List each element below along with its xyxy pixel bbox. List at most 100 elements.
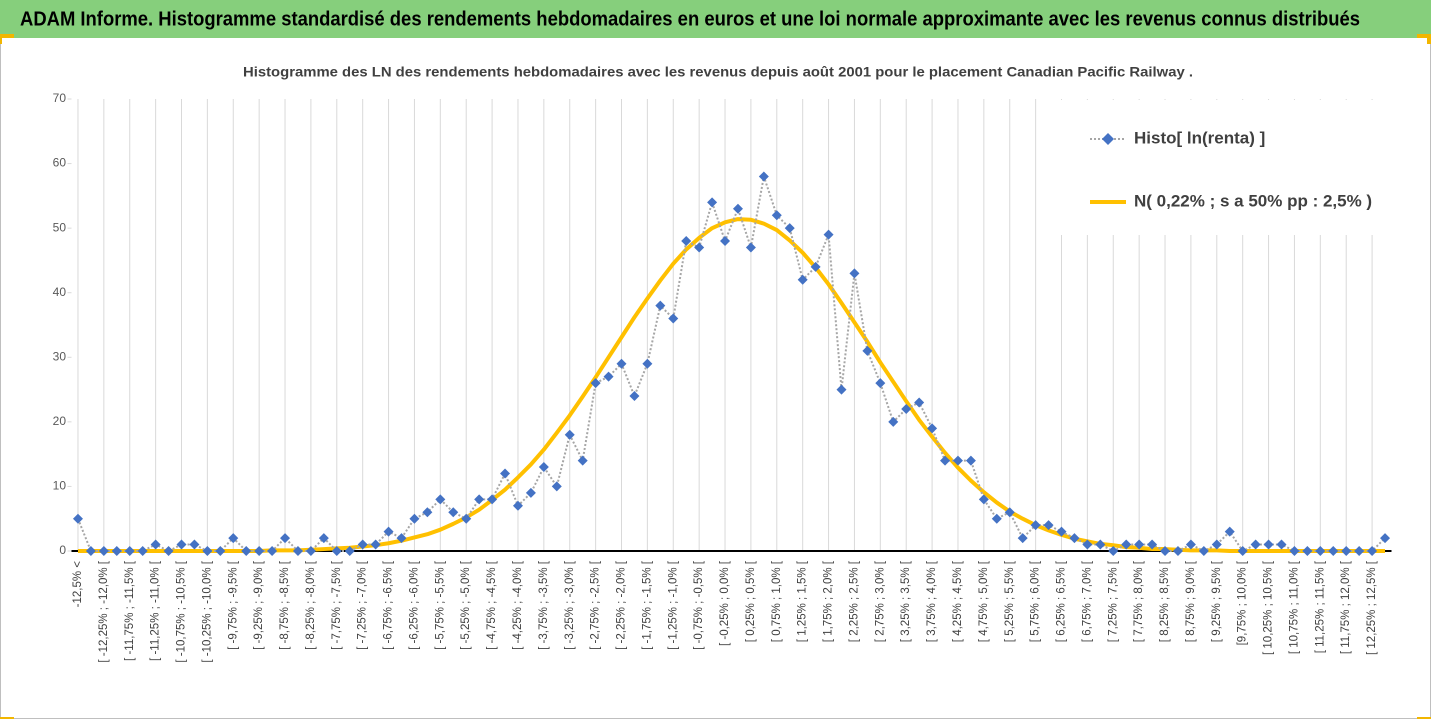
x-tick-label: [ 5,25% ; 5,5% [ — [1004, 560, 1016, 642]
x-tick-label: [ 2,25% ; 2,5% [ — [848, 560, 860, 642]
data-point — [267, 546, 278, 556]
x-tick-label: [ 8,25% ; 8,5% [ — [1159, 560, 1171, 642]
data-point — [1082, 539, 1093, 550]
x-tick-label: [ 4,75% ; 5,0% [ — [978, 560, 990, 642]
x-tick-label: [ 10,75% ; 11,0% [ — [1288, 560, 1300, 654]
x-tick-label: [ -1,25% ; -1,0% [ — [667, 560, 679, 650]
data-point — [1315, 546, 1326, 556]
x-tick-label: [ 7,75% ; 8,0% [ — [1133, 560, 1145, 642]
data-point — [758, 171, 769, 182]
data-point — [1263, 539, 1274, 550]
corner — [1417, 34, 1431, 44]
data-point — [1302, 546, 1313, 556]
data-point — [318, 533, 329, 544]
data-point — [616, 358, 627, 369]
x-tick-label: [ 4,25% ; 4,5% [ — [952, 560, 964, 642]
data-point — [137, 546, 148, 556]
data-point — [1367, 546, 1378, 556]
data-point — [1276, 539, 1287, 550]
x-tick-label: [ -2,75% ; -2,5% [ — [590, 560, 602, 650]
x-tick-label: [ 6,75% ; 7,0% [ — [1081, 560, 1093, 642]
data-point — [1147, 539, 1158, 550]
data-point — [771, 210, 782, 221]
y-tick-label: 10 — [53, 479, 67, 493]
data-point — [72, 513, 83, 524]
data-point — [1160, 546, 1171, 556]
x-tick-label: [ 1,75% ; 2,0% [ — [823, 560, 835, 642]
legend-label: N( 0,22% ; s a 50% pp : 2,5% ) — [1134, 191, 1372, 210]
x-tick-label: [ 1,25% ; 1,5% [ — [797, 560, 809, 642]
data-point — [901, 403, 912, 414]
x-tick-label: [ 11,25% ; 11,5% [ — [1314, 560, 1326, 653]
data-point — [215, 546, 226, 556]
y-tick-label: 50 — [53, 220, 67, 234]
data-point — [707, 197, 718, 208]
x-tick-label: [ -8,75% ; -8,5% [ — [279, 560, 291, 650]
data-point — [1198, 546, 1209, 556]
data-point — [1121, 539, 1132, 550]
x-tick-label: -12,5% < — [72, 561, 84, 608]
corner — [0, 34, 14, 44]
x-tick-label: [ 8,75% ; 9,0% [ — [1185, 560, 1197, 642]
data-point — [1004, 507, 1015, 518]
x-tick-label: [ 0,25% ; 0,5% [ — [745, 560, 757, 642]
data-point — [409, 513, 420, 524]
x-tick-label: [ -0,75% ; -0,5% [ — [693, 560, 705, 650]
x-tick-label: [ -9,75% ; -9,5% [ — [227, 560, 239, 650]
x-tick-label: [ -5,75% ; -5,5% [ — [434, 560, 446, 650]
data-point — [500, 468, 511, 479]
x-tick-label: [ -7,25% ; -7,0% [ — [357, 560, 369, 650]
x-tick-label: [ 7,25% ; 7,5% [ — [1107, 560, 1119, 642]
data-point — [98, 546, 109, 556]
data-point — [1224, 526, 1235, 537]
x-tick-label: [ -4,75% ; -4,5% [ — [486, 560, 498, 650]
data-point — [642, 358, 653, 369]
data-point — [745, 242, 756, 253]
data-point — [396, 533, 407, 544]
x-tick-label: [ -6,75% ; -6,5% [ — [383, 560, 395, 650]
legend-marker — [1102, 133, 1114, 145]
header-title: ADAM Informe. Histogramme standardisé de… — [20, 8, 1360, 30]
data-point — [1211, 539, 1222, 550]
data-point — [952, 455, 963, 466]
data-point — [538, 462, 549, 473]
data-point — [694, 242, 705, 253]
x-tick-label: [ -0,25% ; 0,0% [ — [719, 560, 731, 646]
data-point — [888, 416, 899, 427]
data-point — [1185, 539, 1196, 550]
data-point — [370, 539, 381, 550]
data-point — [1069, 533, 1080, 544]
y-tick-label: 30 — [53, 349, 67, 363]
data-point — [875, 378, 886, 389]
y-tick-label: 20 — [53, 414, 67, 428]
x-tick-label: [ 11,75% ; 12,0% [ — [1340, 560, 1352, 654]
data-point — [797, 274, 808, 285]
data-point — [305, 546, 316, 556]
data-point — [448, 507, 459, 518]
data-point — [525, 487, 536, 498]
x-tick-label: [ -10,75% ; -10,5% [ — [176, 560, 188, 662]
data-point — [1237, 546, 1248, 556]
data-point — [435, 494, 446, 505]
data-point — [280, 533, 291, 544]
data-point — [655, 300, 666, 311]
data-point — [487, 494, 498, 505]
x-tick-label: [ -7,75% ; -7,5% [ — [331, 560, 343, 650]
data-point — [1172, 546, 1183, 556]
x-tick-label: [ -4,25% ; -4,0% [ — [512, 560, 524, 650]
x-tick-label: [ 12,25% ; 12,5% [ — [1366, 560, 1378, 655]
data-point — [383, 526, 394, 537]
x-tick-label: [ -11,25% ; -11,0% [ — [150, 560, 162, 661]
data-point — [965, 455, 976, 466]
data-point — [1095, 539, 1106, 550]
data-point — [1030, 520, 1041, 531]
x-tick-label: [ 3,75% ; 4,0% [ — [926, 560, 938, 642]
data-point — [189, 539, 200, 550]
data-point — [1250, 539, 1261, 550]
x-tick-label: [ -11,75% ; -11,5% [ — [124, 560, 136, 661]
data-point — [810, 261, 821, 272]
x-tick-label: [ 9,25% ; 9,5% [ — [1211, 560, 1223, 642]
data-point — [1134, 539, 1145, 550]
x-tick-label: [ -5,25% ; -5,0% [ — [460, 560, 472, 650]
